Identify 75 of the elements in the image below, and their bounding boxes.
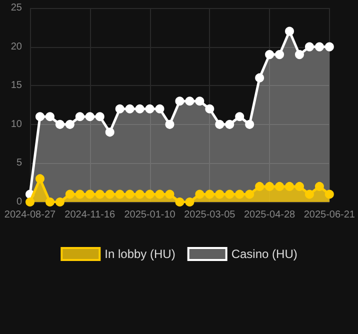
point xyxy=(165,120,174,129)
point xyxy=(245,190,254,199)
point xyxy=(215,190,224,199)
point xyxy=(304,42,314,52)
point xyxy=(35,112,44,122)
point xyxy=(95,112,104,122)
point xyxy=(314,42,324,52)
point xyxy=(115,104,124,114)
y-tick-label: 10 xyxy=(10,118,22,130)
point xyxy=(125,190,134,199)
point xyxy=(225,190,234,199)
point xyxy=(285,182,294,191)
point xyxy=(45,112,54,122)
y-tick-label: 20 xyxy=(10,41,22,52)
y-tick-label: 15 xyxy=(10,80,22,92)
point xyxy=(195,190,204,199)
point xyxy=(95,190,104,199)
point xyxy=(145,104,154,114)
point xyxy=(245,120,254,129)
point xyxy=(205,104,214,114)
point xyxy=(235,190,244,199)
point xyxy=(255,73,264,82)
point xyxy=(324,42,334,52)
point xyxy=(105,190,114,199)
point xyxy=(125,104,134,114)
point xyxy=(225,120,234,129)
point xyxy=(314,182,324,191)
point xyxy=(155,190,164,199)
point xyxy=(135,104,144,114)
point xyxy=(65,190,74,199)
point xyxy=(65,120,74,129)
point xyxy=(275,50,284,60)
y-tick-label: 0 xyxy=(16,196,22,208)
x-tick-label: 2025-04-28 xyxy=(244,210,296,220)
point xyxy=(215,120,224,129)
x-tick-label: 2024-08-27 xyxy=(4,210,56,220)
point xyxy=(75,190,84,199)
point xyxy=(55,198,64,206)
point xyxy=(175,198,184,206)
point xyxy=(235,112,244,122)
point xyxy=(55,120,64,129)
point xyxy=(155,104,164,114)
point xyxy=(105,128,114,137)
legend-label: Casino (HU) xyxy=(231,247,298,261)
x-tick-label: 2024-11-16 xyxy=(64,210,116,220)
point xyxy=(35,174,44,184)
point xyxy=(205,190,214,199)
point xyxy=(265,50,274,60)
point xyxy=(265,182,274,191)
x-tick-label: 2025-01-10 xyxy=(124,210,176,220)
x-tick-label: 2025-06-21 xyxy=(304,210,356,220)
point xyxy=(85,112,94,122)
point xyxy=(294,182,304,191)
point xyxy=(75,112,84,122)
x-tick-label: 2025-03-05 xyxy=(184,210,236,220)
point xyxy=(45,198,54,206)
point xyxy=(85,190,94,199)
point xyxy=(135,190,144,199)
point xyxy=(145,190,154,199)
point xyxy=(285,26,294,36)
point xyxy=(115,190,124,199)
point xyxy=(304,190,314,199)
point xyxy=(294,50,304,60)
point xyxy=(324,190,334,199)
y-tick-label: 25 xyxy=(10,2,22,14)
legend-label: In lobby (HU) xyxy=(104,247,176,261)
point xyxy=(165,190,174,199)
point xyxy=(175,96,184,106)
point xyxy=(255,182,264,191)
point xyxy=(26,198,34,206)
point xyxy=(195,96,204,106)
point xyxy=(185,96,194,106)
point xyxy=(185,198,194,206)
y-tick-label: 5 xyxy=(16,158,22,169)
point xyxy=(275,182,284,191)
